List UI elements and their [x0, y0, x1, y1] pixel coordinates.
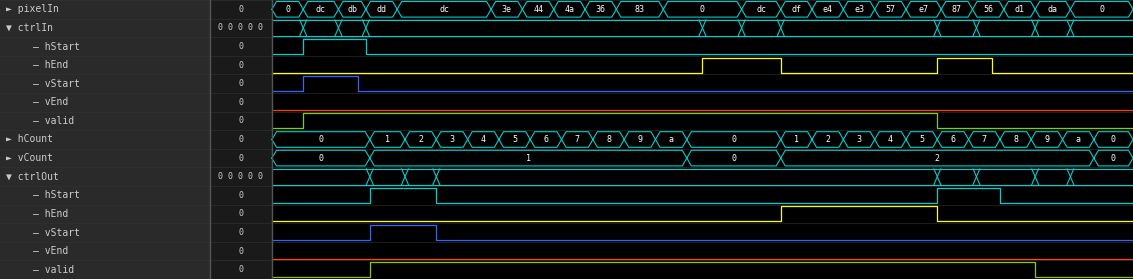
- Text: 0: 0: [238, 154, 244, 163]
- Text: 2: 2: [825, 135, 830, 144]
- Text: dc: dc: [756, 5, 766, 14]
- Text: — hEnd: — hEnd: [33, 209, 68, 219]
- Text: a: a: [1075, 135, 1081, 144]
- Text: 6: 6: [951, 135, 955, 144]
- Text: 9: 9: [1045, 135, 1049, 144]
- Text: — vStart: — vStart: [33, 79, 79, 89]
- Text: 0: 0: [238, 135, 244, 144]
- Text: — valid: — valid: [33, 265, 74, 275]
- Text: — vEnd: — vEnd: [33, 246, 68, 256]
- Text: ► vCount: ► vCount: [6, 153, 52, 163]
- Text: a: a: [668, 135, 674, 144]
- Text: ▼ ctrlIn: ▼ ctrlIn: [6, 23, 52, 33]
- Text: 0: 0: [318, 154, 323, 163]
- Text: 3: 3: [450, 135, 454, 144]
- Text: 0: 0: [238, 61, 244, 69]
- Text: 5: 5: [919, 135, 925, 144]
- Text: 3: 3: [857, 135, 861, 144]
- Text: db: db: [347, 5, 357, 14]
- Text: — valid: — valid: [33, 116, 74, 126]
- Bar: [210, 0, 272, 279]
- Text: 1: 1: [794, 135, 799, 144]
- Text: da: da: [1048, 5, 1058, 14]
- Text: 87: 87: [952, 5, 962, 14]
- Text: 0: 0: [238, 79, 244, 88]
- Text: 4: 4: [480, 135, 486, 144]
- Text: ► hCount: ► hCount: [6, 134, 52, 145]
- Text: 0: 0: [700, 5, 705, 14]
- Text: 0: 0: [1111, 154, 1116, 163]
- Text: — hStart: — hStart: [33, 190, 79, 200]
- Text: 0: 0: [318, 135, 323, 144]
- Text: dd: dd: [376, 5, 386, 14]
- Text: 9: 9: [638, 135, 642, 144]
- Text: 0: 0: [238, 5, 244, 14]
- Text: 2: 2: [418, 135, 423, 144]
- Text: 0: 0: [1111, 135, 1116, 144]
- Text: 0: 0: [238, 247, 244, 256]
- Text: 0: 0: [731, 154, 736, 163]
- Text: 0: 0: [238, 116, 244, 125]
- Text: 7: 7: [982, 135, 987, 144]
- Bar: [272, 0, 1133, 279]
- Text: 7: 7: [574, 135, 580, 144]
- Text: 1: 1: [385, 135, 390, 144]
- Text: e3: e3: [854, 5, 864, 14]
- Text: ▼ ctrlOut: ▼ ctrlOut: [6, 172, 59, 182]
- Text: e4: e4: [823, 5, 833, 14]
- Text: 0: 0: [286, 5, 290, 14]
- Text: 0 0 0 0 0: 0 0 0 0 0: [219, 172, 263, 181]
- Text: — hStart: — hStart: [33, 42, 79, 52]
- Text: 4a: 4a: [564, 5, 574, 14]
- Text: 0: 0: [238, 265, 244, 274]
- Text: 83: 83: [634, 5, 645, 14]
- Text: 8: 8: [606, 135, 611, 144]
- Text: 0: 0: [238, 42, 244, 51]
- Text: 57: 57: [885, 5, 895, 14]
- Text: 0: 0: [238, 210, 244, 218]
- Text: 6: 6: [544, 135, 548, 144]
- Text: — hEnd: — hEnd: [33, 60, 68, 70]
- Text: — vStart: — vStart: [33, 227, 79, 237]
- Text: 5: 5: [512, 135, 517, 144]
- Text: df: df: [791, 5, 801, 14]
- Text: 2: 2: [935, 154, 939, 163]
- Text: 56: 56: [983, 5, 994, 14]
- Text: 0: 0: [1099, 5, 1105, 14]
- Text: 44: 44: [533, 5, 543, 14]
- Text: — vEnd: — vEnd: [33, 97, 68, 107]
- Bar: [0, 0, 210, 279]
- Text: 4: 4: [888, 135, 893, 144]
- Text: 0: 0: [731, 135, 736, 144]
- Text: dc: dc: [440, 5, 449, 14]
- Text: d1: d1: [1014, 5, 1024, 14]
- Text: 1: 1: [526, 154, 530, 163]
- Text: 0: 0: [238, 98, 244, 107]
- Text: dc: dc: [316, 5, 326, 14]
- Text: e7: e7: [919, 5, 929, 14]
- Text: ► pixelIn: ► pixelIn: [6, 4, 59, 14]
- Text: 0 0 0 0 0: 0 0 0 0 0: [219, 23, 263, 32]
- Text: 8: 8: [1013, 135, 1019, 144]
- Text: 0: 0: [238, 191, 244, 200]
- Text: 0: 0: [238, 228, 244, 237]
- Text: 3e: 3e: [502, 5, 512, 14]
- Text: 36: 36: [596, 5, 606, 14]
